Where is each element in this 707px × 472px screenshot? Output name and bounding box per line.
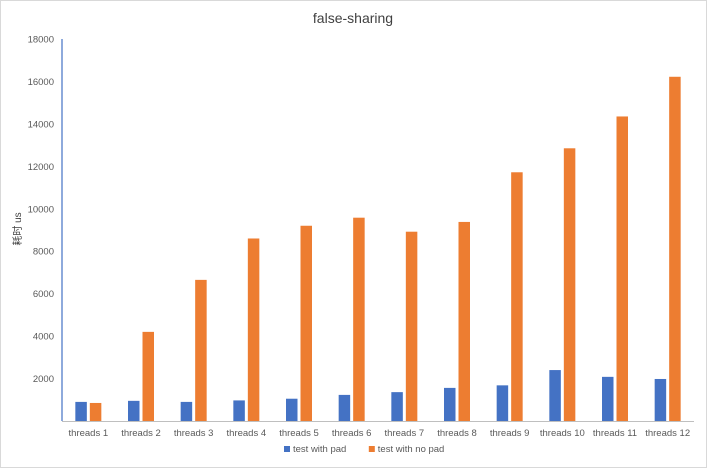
bar-test-with-no-pad <box>142 331 154 421</box>
x-tick-label: threads 6 <box>332 428 372 439</box>
legend: test with pad test with no pad <box>284 444 444 455</box>
y-tick-label: 14000 <box>28 119 54 130</box>
bar-test-with-pad <box>391 392 403 421</box>
bar-test-with-pad <box>602 376 614 421</box>
bar-test-with-pad <box>128 400 140 421</box>
bar-test-with-pad <box>233 400 245 421</box>
bar-test-with-pad <box>338 394 351 421</box>
bar-test-with-no-pad <box>405 231 418 421</box>
x-tick-label: threads 9 <box>490 428 530 439</box>
x-tick-label: threads 12 <box>645 428 690 439</box>
y-axis-label: 耗时 us <box>12 212 24 245</box>
legend-label: test with no pad <box>378 444 445 455</box>
bar-test-with-no-pad <box>353 217 365 421</box>
x-tick-label: threads 11 <box>593 428 637 439</box>
bar-test-with-pad <box>444 387 456 421</box>
y-tick-label: 8000 <box>33 247 54 258</box>
x-tick-label: threads 2 <box>121 428 161 439</box>
x-tick-label: threads 8 <box>437 428 477 439</box>
bar-test-with-pad <box>654 378 667 421</box>
bar-test-with-no-pad <box>89 402 102 421</box>
bar-test-with-pad <box>286 398 298 421</box>
x-tick-label: threads 7 <box>385 428 425 439</box>
legend-label: test with pad <box>293 444 346 455</box>
bar-test-with-no-pad <box>458 221 470 421</box>
bar-test-with-pad <box>496 385 509 421</box>
y-tick-label: 6000 <box>33 289 54 300</box>
bar-test-with-no-pad <box>563 148 576 422</box>
y-tick-label: 2000 <box>33 374 54 385</box>
bar-test-with-no-pad <box>616 116 628 421</box>
x-tick-label: threads 3 <box>174 428 214 439</box>
bar-test-with-pad <box>75 401 87 421</box>
y-tick-label: 4000 <box>33 332 54 343</box>
x-tick-label: threads 4 <box>227 428 267 439</box>
bar-test-with-no-pad <box>247 238 260 421</box>
bars-group <box>75 76 681 422</box>
legend-swatch <box>368 446 375 452</box>
y-tick-label: 12000 <box>28 162 54 173</box>
y-tick-label: 18000 <box>28 35 54 46</box>
x-tick-label: threads 5 <box>279 428 319 439</box>
y-axis-ticks: 2000 4000 6000 8000 10000 12000 14000 16000 1800… <box>28 35 54 386</box>
legend-swatch <box>284 446 290 452</box>
y-tick-label: 16000 <box>28 77 54 88</box>
bar-test-with-pad <box>549 370 561 421</box>
chart-title: false-sharing <box>313 10 393 26</box>
bar-test-with-no-pad <box>195 279 207 421</box>
bar-test-with-no-pad <box>511 172 523 421</box>
bar-test-with-no-pad <box>669 76 681 421</box>
bar-test-with-no-pad <box>300 225 312 421</box>
x-tick-label: threads 1 <box>69 428 109 439</box>
bar-test-with-pad <box>180 401 193 421</box>
y-tick-label: 10000 <box>28 204 54 215</box>
x-tick-label: threads 10 <box>540 428 585 439</box>
x-axis-ticks: threads 1 threads 2 threads 3 threads 4 thre… <box>69 428 691 439</box>
